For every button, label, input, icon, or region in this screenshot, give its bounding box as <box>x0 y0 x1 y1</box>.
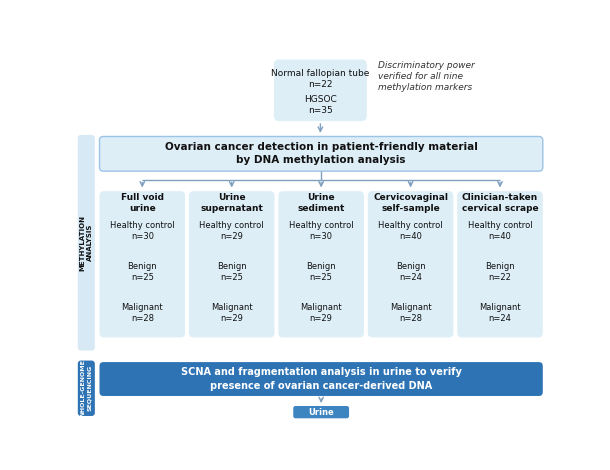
Text: Malignant
n=28: Malignant n=28 <box>121 303 163 323</box>
Text: Cervicovaginal
self-sample: Cervicovaginal self-sample <box>373 193 448 213</box>
FancyBboxPatch shape <box>99 136 543 171</box>
Text: Discriminatory power
verified for all nine
methylation markers: Discriminatory power verified for all ni… <box>378 61 475 92</box>
Text: Clinician-taken
cervical scrape: Clinician-taken cervical scrape <box>462 193 539 213</box>
Text: Benign
n=22: Benign n=22 <box>485 262 515 282</box>
Text: Ovarian cancer detection in patient-friendly material
by DNA methylation analysi: Ovarian cancer detection in patient-frie… <box>165 142 478 165</box>
FancyBboxPatch shape <box>189 191 274 337</box>
Text: Urine
sediment: Urine sediment <box>298 193 345 213</box>
Text: Full void
urine: Full void urine <box>121 193 163 213</box>
FancyBboxPatch shape <box>78 360 95 416</box>
Text: HGSOC
n=35: HGSOC n=35 <box>304 95 337 115</box>
Text: WHOLE-GENOME
SEQUENCING: WHOLE-GENOME SEQUENCING <box>81 359 92 418</box>
Text: Normal fallopian tube
n=22: Normal fallopian tube n=22 <box>271 69 370 89</box>
Text: Benign
n=25: Benign n=25 <box>217 262 246 282</box>
Text: Healthy control
n=30: Healthy control n=30 <box>110 221 174 241</box>
FancyBboxPatch shape <box>278 191 364 337</box>
Text: Malignant
n=24: Malignant n=24 <box>479 303 521 323</box>
Text: Healthy control
n=30: Healthy control n=30 <box>289 221 353 241</box>
FancyBboxPatch shape <box>78 135 95 351</box>
Text: Malignant
n=29: Malignant n=29 <box>300 303 342 323</box>
Text: Healthy control
n=40: Healthy control n=40 <box>468 221 533 241</box>
Text: Malignant
n=28: Malignant n=28 <box>390 303 431 323</box>
Text: Benign
n=25: Benign n=25 <box>306 262 336 282</box>
Text: Benign
n=25: Benign n=25 <box>127 262 157 282</box>
Text: SCNA and fragmentation analysis in urine to verify
presence of ovarian cancer-de: SCNA and fragmentation analysis in urine… <box>181 368 462 391</box>
Text: Benign
n=24: Benign n=24 <box>396 262 425 282</box>
FancyBboxPatch shape <box>293 406 349 418</box>
Text: Healthy control
n=40: Healthy control n=40 <box>378 221 443 241</box>
Text: Healthy control
n=29: Healthy control n=29 <box>199 221 264 241</box>
FancyBboxPatch shape <box>274 60 367 121</box>
Text: Urine: Urine <box>308 407 334 416</box>
FancyBboxPatch shape <box>368 191 453 337</box>
Text: METHYLATION
ANALYSIS: METHYLATION ANALYSIS <box>80 215 93 271</box>
FancyBboxPatch shape <box>99 191 185 337</box>
FancyBboxPatch shape <box>458 191 543 337</box>
FancyBboxPatch shape <box>99 362 543 396</box>
Text: Urine
supernatant: Urine supernatant <box>200 193 263 213</box>
Text: Malignant
n=29: Malignant n=29 <box>211 303 253 323</box>
